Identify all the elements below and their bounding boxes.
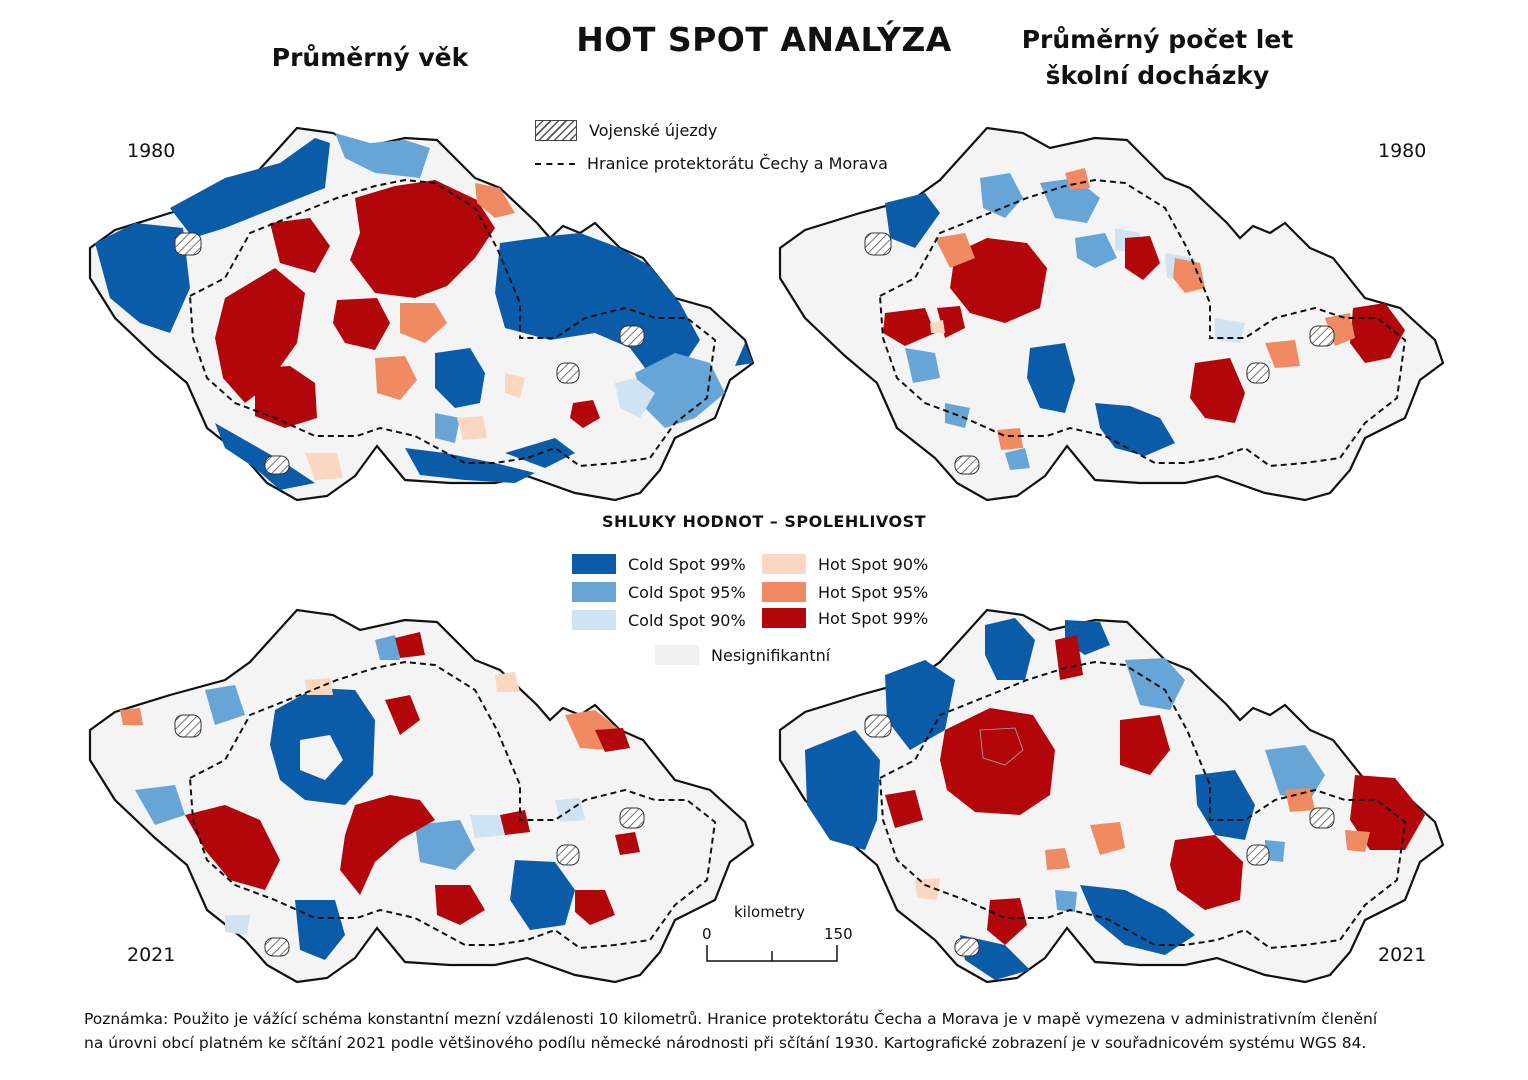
legend-border: Hranice protektorátu Čechy a Morava <box>535 154 888 173</box>
legend-swatch <box>572 582 616 602</box>
legend-label: Nesignifikantní <box>711 645 831 665</box>
legend-swatch <box>572 610 616 630</box>
year-label-bottom-right: 2021 <box>1378 944 1427 966</box>
legend-hot-99: Hot Spot 99% <box>762 608 928 628</box>
map-schooling-1980 <box>778 126 1445 502</box>
scale-end-label: 150 <box>824 925 853 943</box>
legend-swatch <box>762 608 806 628</box>
left-column-title: Průměrný věk <box>271 43 469 72</box>
scale-title: kilometry <box>734 903 805 921</box>
legend-cold-90: Cold Spot 90% <box>572 610 746 630</box>
legend-hot-95: Hot Spot 95% <box>762 582 928 602</box>
map-age-1980 <box>88 126 755 502</box>
dashed-line-swatch <box>535 162 575 165</box>
map-age-2021 <box>88 608 755 984</box>
hatch-swatch <box>535 120 577 141</box>
legend-label: Cold Spot 99% <box>628 554 746 574</box>
footnote: Poznámka: Použito je vážící schéma konst… <box>84 1007 1464 1055</box>
year-label-bottom-left: 2021 <box>127 944 176 966</box>
scale-bar: kilometry 0 150 <box>697 903 867 973</box>
right-column-title: Průměrný počet let školní docházky <box>1000 22 1315 94</box>
right-column-title-line2: školní docházky <box>1045 61 1270 90</box>
legend-label: Hot Spot 99% <box>818 608 929 628</box>
footnote-line2: na úrovni obcí platném ke sčítání 2021 p… <box>84 1034 1367 1052</box>
legend-cold-95: Cold Spot 95% <box>572 582 746 602</box>
cluster-legend-title: SHLUKY HODNOT – SPOLEHLIVOST <box>601 512 927 531</box>
year-label-top-right: 1980 <box>1378 140 1427 162</box>
map-schooling-2021 <box>778 608 1445 984</box>
legend-nonsignificant: Nesignifikantní <box>655 645 830 665</box>
legend-swatch <box>762 554 806 574</box>
footnote-line1: Poznámka: Použito je vážící schéma konst… <box>84 1010 1378 1028</box>
legend-military: Vojenské újezdy <box>535 120 717 141</box>
legend-label: Hot Spot 95% <box>818 582 929 602</box>
legend-military-label: Vojenské újezdy <box>589 121 718 140</box>
legend-border-label: Hranice protektorátu Čechy a Morava <box>587 154 888 173</box>
legend-cold-99: Cold Spot 99% <box>572 554 746 574</box>
scale-start-label: 0 <box>702 925 712 943</box>
legend-swatch <box>572 554 616 574</box>
legend-label: Cold Spot 95% <box>628 582 746 602</box>
year-label-top-left: 1980 <box>127 140 176 162</box>
right-column-title-line1: Průměrný počet let <box>1021 25 1294 54</box>
legend-label: Cold Spot 90% <box>628 610 746 630</box>
legend-label: Hot Spot 90% <box>818 554 929 574</box>
legend-swatch <box>655 645 699 665</box>
legend-swatch <box>762 582 806 602</box>
legend-hot-90: Hot Spot 90% <box>762 554 928 574</box>
main-title: HOT SPOT ANALÝZA <box>576 20 952 59</box>
scale-ruler <box>706 945 838 962</box>
